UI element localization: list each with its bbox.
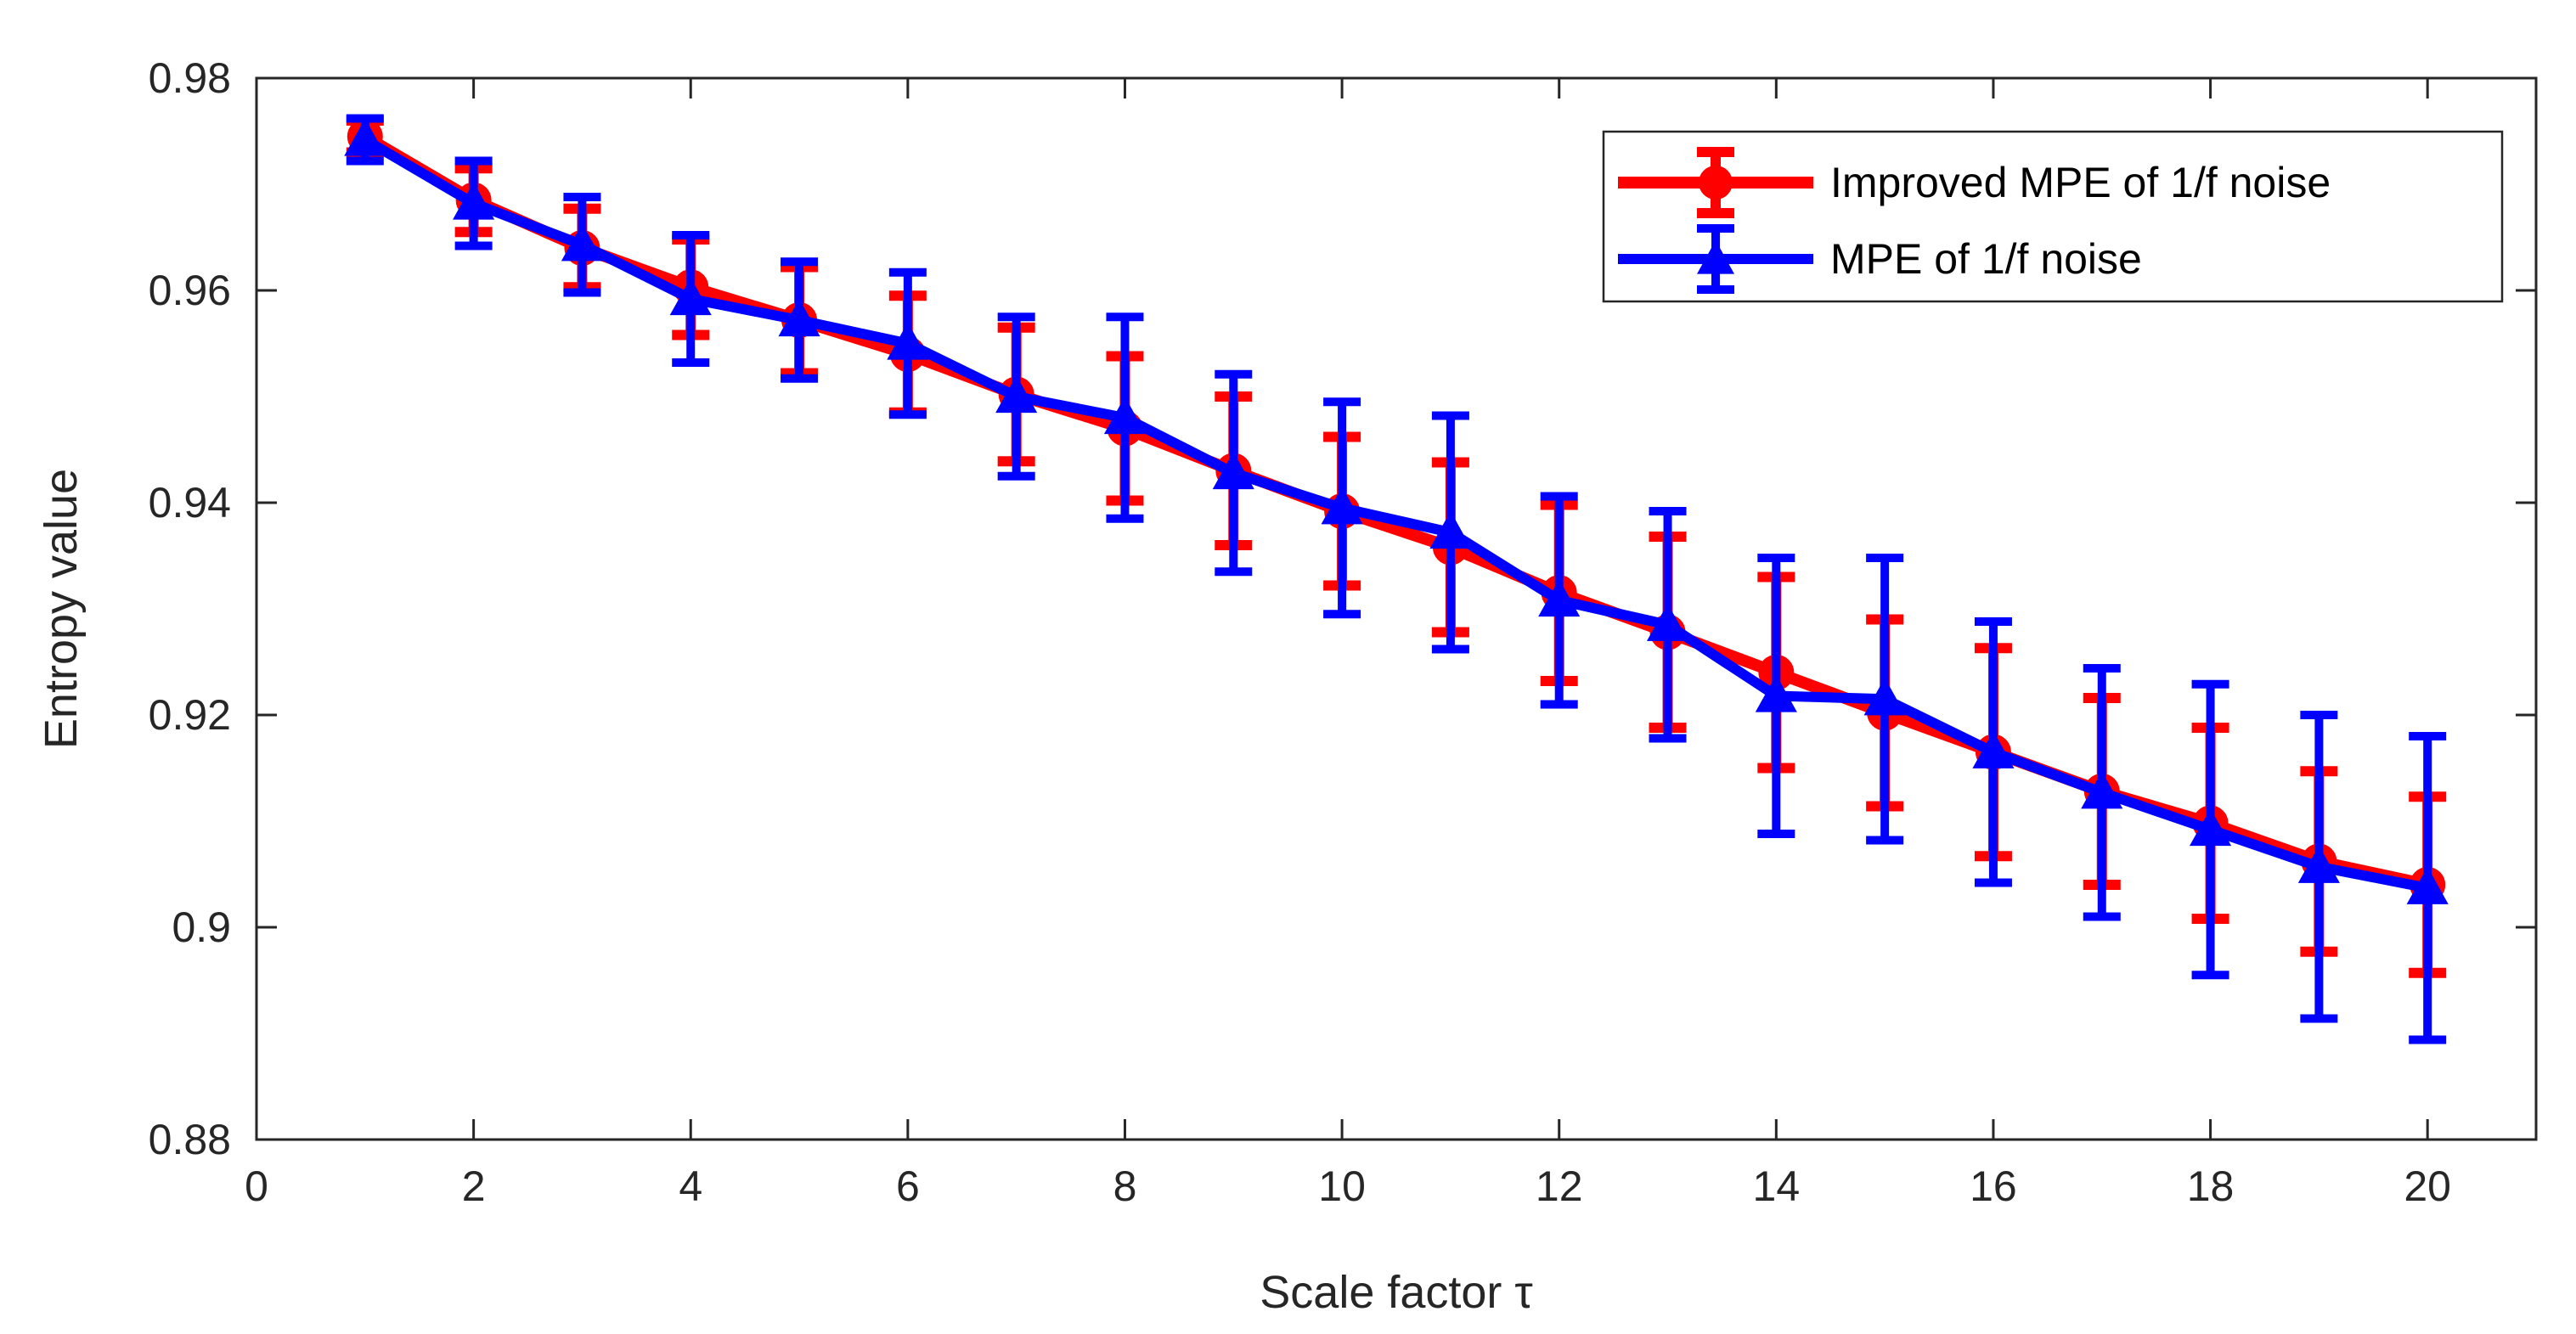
x-tick-label: 4 [679,1162,702,1210]
data-point [1103,396,1147,435]
data-point [1321,487,1363,525]
data-point [778,298,820,337]
y-tick-label: 0.94 [149,479,231,526]
y-tick-label: 0.96 [149,267,231,314]
x-tick-label: 12 [1536,1162,1583,1210]
y-tick-label: 0.92 [149,691,231,739]
legend: Improved MPE of 1/f noise MPE of 1/f noi… [1602,130,2504,303]
x-tick-label: 10 [1318,1162,1366,1210]
data-point [2190,808,2232,847]
data-point [2081,771,2123,809]
data-point [453,182,495,220]
legend-box [1602,130,2504,303]
legend-label-mpe: MPE of 1/f noise [1830,235,2142,283]
data-point [995,374,1038,414]
y-tick-label: 0.9 [172,903,231,951]
data-point [1755,674,1797,712]
legend-swatch-mpe [1618,224,1813,294]
y-axis-ticks: 0.88 0.9 0.92 0.94 0.96 0.98 [149,54,2536,1163]
series-line [362,135,2429,893]
data-point [2406,866,2449,904]
x-tick-label: 6 [896,1162,920,1210]
data-point [669,277,712,316]
data-point [561,223,603,262]
x-tick-label: 8 [1113,1162,1137,1210]
data-point [1972,730,2015,768]
x-tick-label: 0 [245,1162,268,1210]
x-tick-label: 2 [462,1162,486,1210]
data-point [887,322,929,360]
legend-marker [1699,166,1733,200]
x-tick-label: 20 [2404,1162,2451,1210]
series-mpe [344,114,2449,1044]
data-point [1863,678,1906,716]
y-tick-label: 0.98 [149,54,231,102]
data-point [1429,510,1472,549]
legend-swatch-improved-mpe [1618,147,1813,218]
data-point [2297,845,2340,883]
data-point [1212,451,1254,490]
x-axis-title: Scale factor τ [1260,1267,1532,1318]
legend-marker [1697,240,1734,274]
data-point [1538,578,1581,617]
x-tick-label: 16 [1970,1162,2017,1210]
x-tick-label: 18 [2187,1162,2235,1210]
data-point [344,118,386,156]
y-axis-title: Entropy value [36,469,87,749]
series-layer [344,114,2449,1044]
x-axis-ticks: 0 2 4 6 8 10 12 14 16 18 20 [245,78,2451,1210]
data-point [1646,603,1689,641]
y-tick-label: 0.88 [149,1116,231,1163]
legend-label-improved-mpe: Improved MPE of 1/f noise [1830,159,2331,206]
x-tick-label: 14 [1753,1162,1801,1210]
